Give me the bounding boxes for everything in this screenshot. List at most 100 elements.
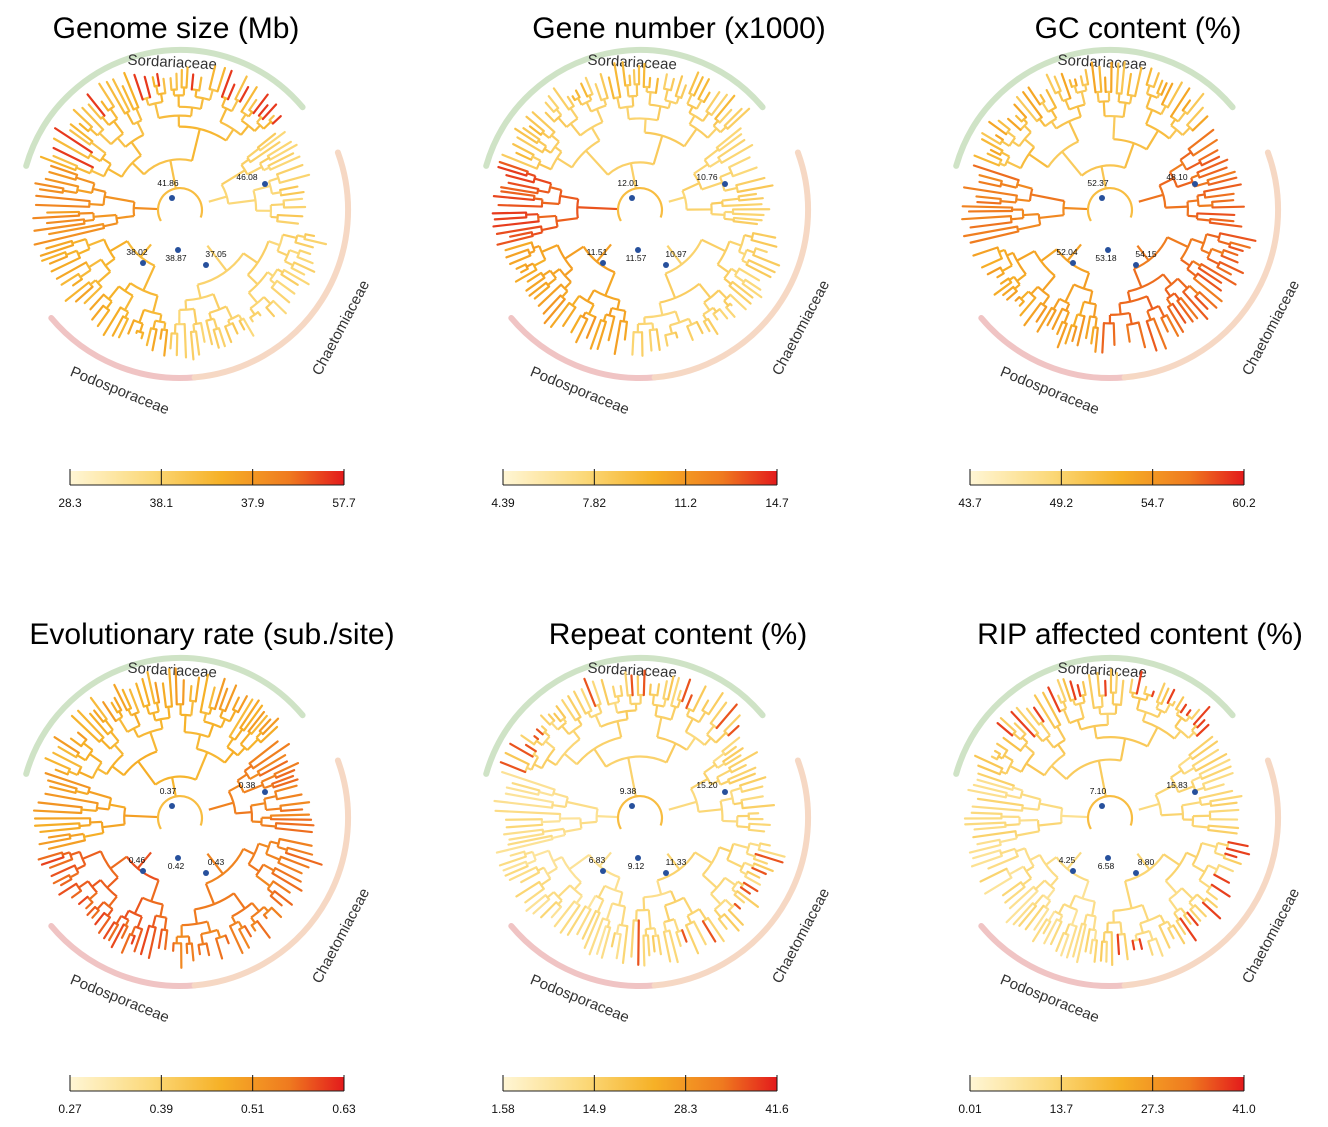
tree-branch bbox=[986, 152, 1003, 161]
tree-branch bbox=[99, 850, 119, 879]
tree-branch bbox=[1092, 304, 1097, 318]
tree-branch bbox=[603, 98, 608, 106]
tree-branch bbox=[91, 304, 105, 321]
tree-branch bbox=[1015, 95, 1038, 123]
tree-branch bbox=[1056, 322, 1068, 349]
tree-branch bbox=[110, 923, 125, 949]
tree-branch bbox=[1063, 311, 1070, 324]
tree-branch bbox=[35, 194, 91, 203]
tree-branch bbox=[1078, 703, 1085, 719]
tree-branch bbox=[547, 95, 560, 110]
chaetomiaceae-arc bbox=[651, 757, 811, 989]
tree-branch bbox=[111, 765, 125, 777]
tree-branch bbox=[1192, 260, 1202, 267]
tree-branch bbox=[526, 172, 536, 178]
tree-branch bbox=[533, 258, 546, 267]
tree-branch bbox=[1186, 92, 1205, 115]
tree-branch bbox=[643, 118, 647, 133]
tree-branch bbox=[652, 703, 665, 708]
tree-branch bbox=[1174, 696, 1185, 711]
tree-branch bbox=[267, 152, 295, 167]
tree-branch bbox=[1112, 116, 1116, 140]
tree-branch bbox=[270, 286, 291, 304]
tree-branch bbox=[89, 154, 101, 163]
tree-branch bbox=[582, 245, 616, 274]
tree-branch bbox=[259, 156, 270, 165]
tree-branch bbox=[618, 923, 628, 928]
tree-branch bbox=[621, 61, 627, 87]
tree-branch bbox=[665, 331, 677, 337]
tree-branch bbox=[1081, 164, 1126, 177]
tree-branch bbox=[1206, 233, 1220, 239]
tree-branch bbox=[246, 738, 259, 751]
tree-branch bbox=[1193, 904, 1207, 918]
tree-branch bbox=[968, 843, 1002, 854]
tree-branch bbox=[675, 96, 680, 104]
tree-branch bbox=[277, 845, 288, 851]
tree-branch bbox=[252, 742, 290, 770]
tree-branch bbox=[1056, 679, 1067, 702]
tree-branch bbox=[83, 831, 104, 838]
tree-branch bbox=[1057, 743, 1066, 755]
node-label: 0.38 bbox=[239, 780, 256, 790]
tree-branch bbox=[668, 196, 686, 203]
tree-branch bbox=[258, 842, 270, 848]
tree-branch bbox=[540, 901, 558, 919]
tree-branch bbox=[698, 711, 707, 723]
tree-branch bbox=[531, 851, 537, 861]
tree-branch bbox=[91, 879, 102, 888]
tree-branch bbox=[113, 683, 128, 712]
tree-branch bbox=[1076, 106, 1082, 118]
tree-branch bbox=[1054, 910, 1063, 917]
tree-branch bbox=[1163, 853, 1181, 866]
tree-branch bbox=[574, 89, 581, 99]
tree-branch bbox=[231, 322, 239, 335]
tree-branch bbox=[619, 684, 624, 697]
tree-branch bbox=[967, 788, 1007, 799]
tree-branch bbox=[668, 929, 679, 964]
tree-branch bbox=[1135, 670, 1143, 695]
tree-branch bbox=[139, 323, 144, 333]
tree-branch bbox=[1198, 879, 1211, 889]
tree-branch bbox=[711, 213, 725, 217]
tree-branch bbox=[1023, 302, 1042, 327]
tree-branch bbox=[972, 849, 1002, 860]
tree-branch bbox=[89, 696, 108, 721]
tree-branch bbox=[674, 75, 684, 98]
tree-branch bbox=[1183, 914, 1192, 925]
tree-branch bbox=[221, 97, 227, 108]
tree-branch bbox=[1074, 894, 1096, 903]
tree-branch bbox=[1015, 114, 1023, 123]
clade-label-podosporaceae: Podosporaceae bbox=[68, 363, 172, 418]
tree-branch bbox=[1198, 204, 1213, 208]
internal-node bbox=[629, 803, 635, 809]
tree-branch bbox=[77, 709, 105, 739]
tree-branch bbox=[552, 87, 570, 111]
tree-branch bbox=[79, 824, 91, 828]
tree-branch bbox=[723, 714, 741, 733]
tree-branch bbox=[1138, 802, 1160, 811]
tree-branch bbox=[124, 282, 132, 292]
tree-branch bbox=[217, 327, 226, 348]
tree-branch bbox=[249, 805, 254, 822]
tree-branch bbox=[1187, 199, 1199, 203]
tree-branch bbox=[1016, 250, 1036, 262]
tree-branch bbox=[93, 709, 105, 723]
tree-branch bbox=[58, 882, 78, 896]
clade-label-chaetomiaceae: Chaetomiaceae bbox=[1239, 886, 1303, 987]
internal-node bbox=[1192, 181, 1198, 187]
internal-node bbox=[1133, 262, 1139, 268]
tree-branch bbox=[1196, 195, 1200, 207]
tree-branch bbox=[537, 139, 547, 148]
tree-branch bbox=[694, 851, 713, 864]
tree-branch bbox=[1084, 928, 1091, 953]
tree-branch bbox=[1076, 89, 1087, 94]
tree-branch bbox=[1070, 909, 1079, 926]
tree-branch bbox=[105, 753, 124, 775]
tree-branch bbox=[1208, 221, 1243, 228]
tree-branch bbox=[1166, 688, 1176, 704]
tree-branch bbox=[1154, 937, 1164, 957]
tree-branch bbox=[1044, 900, 1052, 909]
tree-branch bbox=[1024, 904, 1045, 931]
